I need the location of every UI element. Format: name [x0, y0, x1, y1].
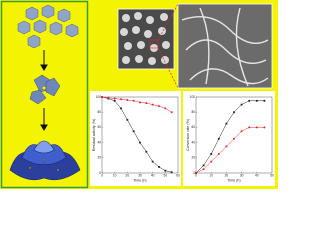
data-point	[113, 99, 116, 102]
y-tick-label: 0	[99, 171, 101, 175]
data-point	[145, 150, 148, 153]
data-point	[101, 96, 103, 98]
x-tick-label: 60	[176, 173, 180, 177]
y-tick-label: 80	[97, 110, 101, 114]
sem-image-high	[157, 3, 273, 89]
x-tick-label: 40	[255, 173, 259, 177]
x-tick-label: 20	[126, 173, 130, 177]
x-tick-label: 30	[138, 173, 142, 177]
y-axis-title: Residual activity (%)	[92, 119, 96, 152]
data-point	[255, 99, 258, 102]
y-tick-label: 40	[97, 140, 101, 144]
y-tick-label: 40	[191, 140, 195, 144]
graphical-abstract: 0 20 40 60 80 100 0 10 20 30 40 50 60 Time (h) Residua…	[0, 0, 278, 189]
data-point	[233, 111, 235, 114]
data-point	[225, 122, 228, 125]
data-point	[107, 96, 110, 99]
y-tick-label: 80	[191, 110, 195, 114]
y-tick-label: 20	[191, 156, 195, 160]
sem-image-low	[117, 8, 175, 70]
data-point	[132, 99, 135, 102]
data-point	[217, 137, 220, 140]
data-point	[170, 111, 173, 114]
data-point	[248, 126, 251, 129]
data-point	[210, 153, 213, 155]
x-axis-title: Time (h)	[133, 178, 146, 182]
x-tick-label: 10	[209, 173, 213, 177]
data-point	[263, 99, 266, 102]
x-tick-label: 0	[195, 173, 197, 177]
x-tick-label: 10	[113, 173, 117, 177]
flower	[9, 140, 81, 181]
y-tick-label: 100	[190, 95, 196, 99]
data-point	[158, 105, 160, 108]
data-point	[255, 126, 258, 129]
y-tick-label: 20	[97, 156, 101, 160]
x-tick-label: 0	[101, 173, 103, 177]
data-point	[248, 99, 251, 102]
data-point	[164, 169, 167, 172]
y-tick-label: 100	[96, 95, 102, 99]
x-tick-label: 20	[225, 173, 229, 177]
page: {"chart_data": [ {"type": "line", "x_lab…	[0, 0, 278, 189]
y-axis-title: Conversion rate (%)	[186, 119, 190, 151]
x-tick-label: 40	[151, 173, 155, 177]
data-point	[139, 101, 141, 104]
nanocrystals	[17, 4, 79, 49]
x-tick-label: 50	[270, 173, 274, 177]
series-line	[195, 100, 265, 174]
data-point	[145, 102, 148, 105]
x-tick-label: 50	[164, 173, 168, 177]
data-point	[132, 130, 135, 133]
series-line	[101, 96, 172, 113]
data-point	[240, 103, 243, 106]
data-point	[113, 97, 116, 100]
data-point	[120, 107, 122, 110]
data-point	[202, 168, 205, 171]
chart-panel	[183, 91, 275, 186]
arrows	[40, 50, 48, 131]
y-tick-label: 60	[191, 125, 195, 129]
data-point	[233, 137, 235, 140]
data-point	[139, 141, 141, 144]
data-point	[158, 166, 160, 168]
plot-frame	[195, 96, 273, 174]
data-point	[151, 103, 154, 106]
chart-panel	[90, 91, 181, 186]
x-axis-title: Time (h)	[227, 178, 240, 182]
x-tick-label: 30	[240, 173, 244, 177]
data-point	[240, 130, 243, 133]
data-point	[151, 160, 154, 163]
y-tick-label: 0	[193, 171, 195, 175]
series-line	[101, 96, 172, 173]
y-tick-label: 60	[97, 125, 101, 129]
data-point	[126, 99, 129, 102]
data-point	[210, 160, 213, 163]
data-point	[217, 153, 220, 155]
data-point	[170, 171, 173, 174]
series-line	[195, 127, 265, 174]
data-point	[120, 98, 122, 101]
intermediate-cluster	[29, 74, 61, 105]
data-point	[195, 172, 197, 174]
data-point	[164, 107, 167, 110]
data-point	[263, 126, 266, 129]
data-point	[126, 118, 129, 121]
data-point	[225, 145, 228, 148]
data-point	[202, 164, 205, 167]
